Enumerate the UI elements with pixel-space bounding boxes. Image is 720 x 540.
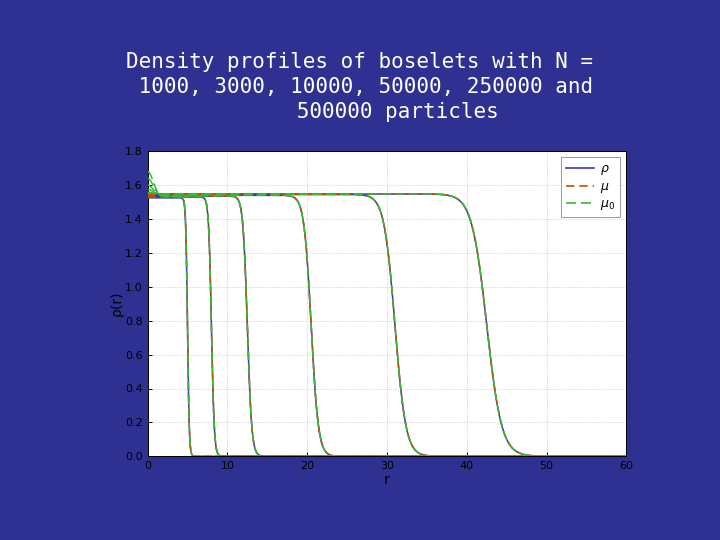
- Legend: $\rho$, $\mu$, $\mu_0$: $\rho$, $\mu$, $\mu_0$: [562, 158, 620, 218]
- X-axis label: r: r: [384, 472, 390, 487]
- Text: Density profiles of boselets with N =
 1000, 3000, 10000, 50000, 250000 and
    : Density profiles of boselets with N = 10…: [127, 52, 593, 122]
- Y-axis label: ρ(r): ρ(r): [109, 291, 124, 316]
